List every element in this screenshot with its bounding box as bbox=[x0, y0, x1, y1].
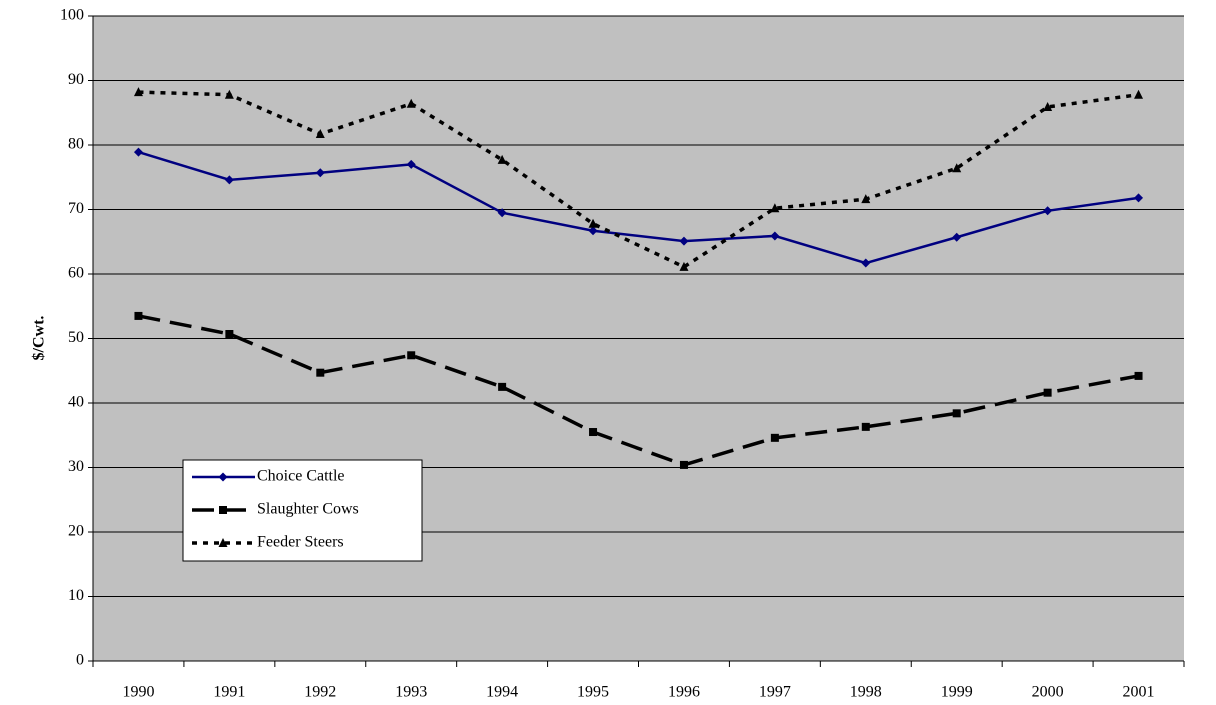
point bbox=[1134, 371, 1143, 380]
point bbox=[1134, 89, 1144, 99]
point bbox=[133, 147, 143, 157]
point bbox=[952, 163, 962, 173]
legend-label: Feeder Steers bbox=[257, 534, 344, 551]
y-tick-label: 100 bbox=[60, 7, 84, 24]
x-tick-label: 1992 bbox=[304, 684, 336, 701]
point bbox=[407, 351, 416, 360]
point bbox=[224, 175, 234, 185]
x-tick-label: 1999 bbox=[941, 684, 973, 701]
point bbox=[588, 218, 598, 228]
point bbox=[497, 208, 507, 218]
y-tick-label: 60 bbox=[68, 265, 84, 282]
point bbox=[134, 311, 143, 320]
point bbox=[1134, 193, 1144, 203]
point bbox=[1043, 101, 1053, 111]
y-tick-label: 70 bbox=[68, 200, 84, 217]
point bbox=[770, 433, 779, 442]
y-axis-label: $/Cwt. bbox=[31, 316, 48, 361]
x-tick-label: 1994 bbox=[486, 684, 518, 701]
point bbox=[406, 159, 416, 169]
y-tick-label: 30 bbox=[68, 458, 84, 475]
point bbox=[225, 329, 234, 338]
point bbox=[952, 232, 962, 242]
x-tick-label: 1997 bbox=[759, 684, 791, 701]
point bbox=[315, 168, 325, 178]
x-tick-label: 2000 bbox=[1032, 684, 1064, 701]
point bbox=[679, 261, 689, 271]
legend-marker bbox=[218, 538, 228, 547]
legend-label: Slaughter Cows bbox=[257, 501, 359, 518]
legend-label: Choice Cattle bbox=[257, 468, 345, 485]
point bbox=[497, 154, 507, 164]
point bbox=[952, 409, 961, 418]
x-tick-label: 1993 bbox=[395, 684, 427, 701]
x-tick-label: 1996 bbox=[668, 684, 700, 701]
point bbox=[861, 422, 870, 431]
point bbox=[861, 258, 871, 268]
point bbox=[679, 460, 688, 469]
point bbox=[498, 382, 507, 391]
point bbox=[316, 368, 325, 377]
point bbox=[588, 226, 598, 236]
point bbox=[861, 194, 871, 204]
point bbox=[1043, 206, 1053, 216]
x-tick-label: 1995 bbox=[577, 684, 609, 701]
y-tick-label: 20 bbox=[68, 523, 84, 540]
series-line bbox=[138, 314, 1139, 467]
y-tick-label: 10 bbox=[68, 587, 84, 604]
point bbox=[770, 231, 780, 241]
point bbox=[1043, 388, 1052, 397]
x-tick-label: 1998 bbox=[850, 684, 882, 701]
point bbox=[315, 129, 325, 139]
y-tick-label: 50 bbox=[68, 329, 84, 346]
y-tick-label: 40 bbox=[68, 394, 84, 411]
x-tick-label: 1991 bbox=[213, 684, 245, 701]
point bbox=[589, 428, 598, 437]
point bbox=[770, 203, 780, 213]
y-tick-label: 0 bbox=[76, 652, 84, 669]
series-line bbox=[138, 90, 1139, 269]
y-tick-label: 90 bbox=[68, 71, 84, 88]
point bbox=[406, 98, 416, 108]
x-tick-label: 1990 bbox=[122, 684, 154, 701]
point bbox=[133, 87, 143, 97]
point bbox=[224, 89, 234, 99]
legend-marker bbox=[219, 506, 227, 514]
x-tick-label: 2001 bbox=[1123, 684, 1155, 701]
series-line bbox=[138, 150, 1139, 265]
legend-marker bbox=[218, 472, 228, 482]
point bbox=[679, 236, 689, 246]
y-tick-label: 80 bbox=[68, 136, 84, 153]
